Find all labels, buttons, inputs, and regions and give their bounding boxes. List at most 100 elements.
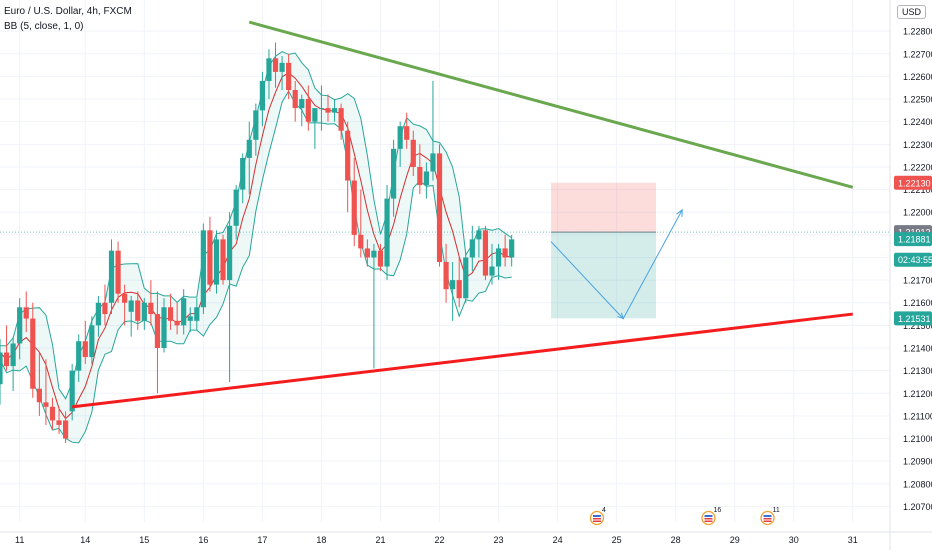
candle-up[interactable]	[240, 157, 246, 190]
event-flag-stripe-icon	[592, 515, 601, 517]
candle-up[interactable]	[233, 189, 239, 226]
candle-up[interactable]	[141, 302, 147, 321]
candle-up[interactable]	[259, 80, 265, 111]
candle-down[interactable]	[220, 239, 226, 281]
candle-down[interactable]	[345, 130, 351, 181]
candle-up[interactable]	[384, 198, 390, 267]
take-profit-zone[interactable]	[551, 232, 656, 319]
candle-down[interactable]	[30, 318, 36, 389]
x-tick-label: 29	[730, 535, 740, 545]
candle-down[interactable]	[292, 90, 298, 109]
y-tick-label: 1.21200	[903, 389, 932, 399]
candle-down[interactable]	[154, 314, 161, 348]
candle-up[interactable]	[469, 239, 475, 258]
candle-up[interactable]	[161, 307, 167, 348]
candle-down[interactable]	[410, 139, 416, 167]
candle-up[interactable]	[10, 343, 16, 367]
candle-down[interactable]	[23, 307, 29, 319]
candle-down[interactable]	[358, 234, 364, 249]
x-tick-label: 15	[139, 535, 149, 545]
candle-down[interactable]	[351, 180, 357, 235]
stop-loss-zone[interactable]	[551, 182, 656, 233]
candle-up[interactable]	[391, 148, 397, 199]
candle-up[interactable]	[430, 153, 436, 172]
candle-up[interactable]	[227, 225, 233, 281]
candle-down[interactable]	[443, 262, 449, 290]
candle-down[interactable]	[305, 99, 311, 122]
candle-down[interactable]	[3, 352, 10, 367]
candle-down[interactable]	[102, 302, 108, 315]
candle-up[interactable]	[476, 230, 482, 240]
candle-up[interactable]	[371, 250, 377, 258]
event-flag-stripe-icon	[763, 515, 772, 517]
candle-up[interactable]	[495, 248, 502, 267]
candle-down[interactable]	[456, 280, 462, 299]
candle-down[interactable]	[482, 230, 489, 276]
support-trendline[interactable]	[71, 312, 853, 409]
candle-down[interactable]	[272, 58, 279, 72]
candle-down[interactable]	[56, 420, 62, 425]
candle-up[interactable]	[76, 341, 82, 371]
candle-up[interactable]	[213, 239, 220, 285]
candle-up[interactable]	[312, 108, 318, 122]
candle-up[interactable]	[450, 280, 456, 290]
x-tick-label: 18	[316, 535, 326, 545]
y-tick-label: 1.22700	[903, 49, 932, 59]
candle-up[interactable]	[397, 126, 403, 149]
candle-up[interactable]	[299, 99, 305, 109]
price-label-text: 1.21531	[898, 314, 931, 324]
candle-down[interactable]	[122, 293, 128, 303]
symbol-title[interactable]: Euro / U.S. Dollar, 4h, FXCM	[4, 6, 132, 17]
currency-button[interactable]: USD	[896, 5, 926, 19]
candle-up[interactable]	[0, 352, 3, 385]
x-tick-label: 17	[257, 535, 267, 545]
candle-down[interactable]	[148, 302, 154, 315]
candle-down[interactable]	[174, 320, 180, 326]
candle-up[interactable]	[181, 298, 187, 326]
candle-up[interactable]	[128, 300, 134, 312]
candle-down[interactable]	[338, 108, 344, 131]
candle-up[interactable]	[331, 108, 338, 113]
candle-up[interactable]	[266, 58, 272, 81]
candle-down[interactable]	[115, 250, 121, 294]
candle-up[interactable]	[489, 266, 495, 276]
candle-up[interactable]	[253, 110, 259, 140]
candle-up[interactable]	[108, 250, 115, 303]
candle-down[interactable]	[417, 166, 423, 186]
candle-up[interactable]	[200, 230, 206, 308]
candle-down[interactable]	[43, 402, 49, 407]
candle-up[interactable]	[279, 62, 285, 72]
candle-down[interactable]	[436, 153, 443, 262]
candle-up[interactable]	[423, 171, 429, 186]
y-tick-label: 1.22000	[903, 208, 932, 218]
candle-up[interactable]	[17, 307, 23, 344]
candle-up[interactable]	[318, 108, 325, 110]
candle-down[interactable]	[207, 230, 213, 285]
candle-down[interactable]	[286, 62, 292, 90]
candle-down[interactable]	[82, 341, 88, 358]
candle-down[interactable]	[325, 108, 331, 113]
event-flag-stripe-icon	[704, 518, 713, 520]
candle-down[interactable]	[364, 248, 370, 258]
candle-up[interactable]	[69, 370, 75, 412]
candle-up[interactable]	[194, 307, 200, 321]
candle-up[interactable]	[463, 257, 469, 299]
candle-up[interactable]	[187, 316, 193, 321]
candle-down[interactable]	[135, 300, 141, 321]
candle-down[interactable]	[167, 307, 174, 321]
candle-up[interactable]	[246, 139, 252, 158]
candle-down[interactable]	[502, 248, 508, 258]
candle-down[interactable]	[404, 126, 410, 140]
candle-up[interactable]	[89, 325, 95, 358]
candle-down[interactable]	[63, 420, 69, 439]
candle-up[interactable]	[509, 239, 515, 258]
resistance-trendline[interactable]	[248, 20, 854, 189]
candle-down[interactable]	[36, 388, 42, 403]
candle-up[interactable]	[95, 302, 101, 326]
chart-legend: Euro / U.S. Dollar, 4h, FXCM BB (5, clos…	[4, 4, 132, 34]
indicator-title[interactable]: BB (5, close, 1, 0)	[4, 21, 84, 32]
candle-down[interactable]	[377, 250, 384, 267]
candle-down[interactable]	[49, 406, 56, 421]
